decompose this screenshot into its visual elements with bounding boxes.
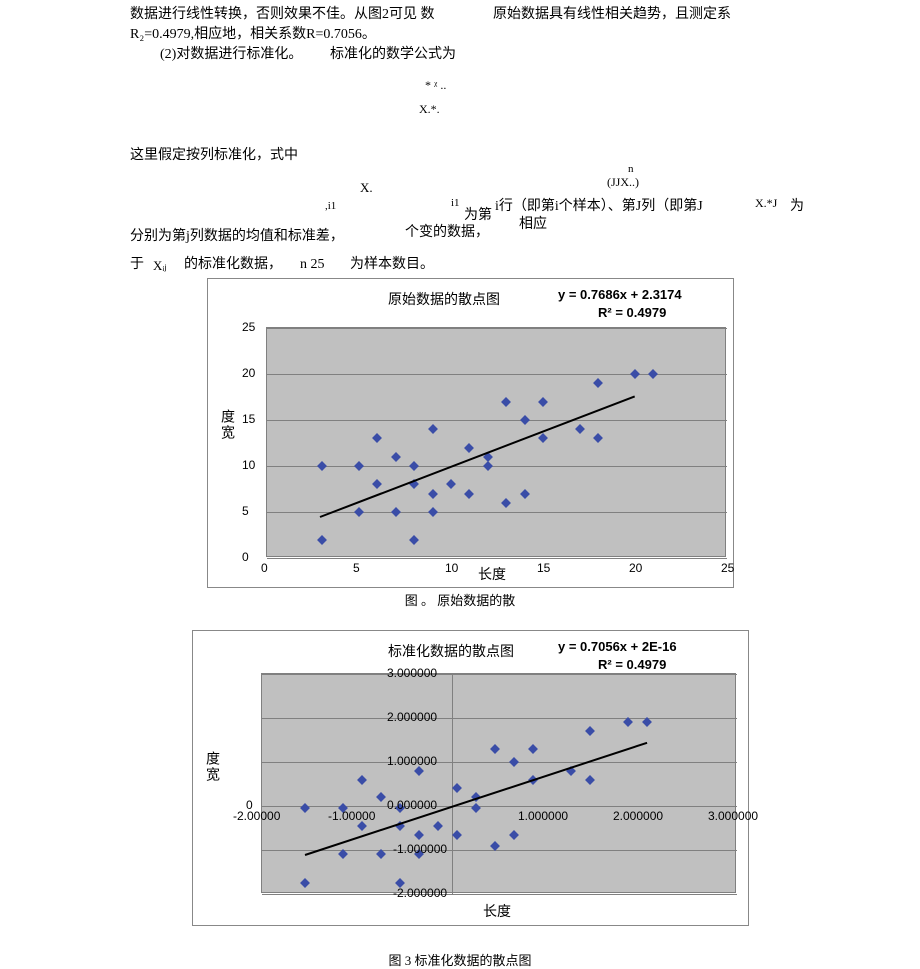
para-line1b: 原始数据具有线性相关趋势，且测定系 <box>493 4 731 25</box>
para-6c: 相应 <box>519 214 547 235</box>
chart2: 标准化数据的散点图 y = 0.7056x + 2E-16 R² = 0.497… <box>192 630 749 926</box>
chart1-eq2: R² = 0.4979 <box>598 305 666 320</box>
chart1: 原始数据的散点图 y = 0.7686x + 2.3174 R² = 0.497… <box>207 278 734 588</box>
sym-jjx: (JJX..) <box>607 173 639 191</box>
chart2-eq2: R² = 0.4979 <box>598 657 666 672</box>
sym-i1a: ,i1 <box>325 198 336 215</box>
para-line3a: (2)对数据进行标准化。 <box>160 44 302 65</box>
chart1-xlabel: 长度 <box>478 564 506 584</box>
caption2: 图 3 标准化数据的散点图 <box>0 950 920 969</box>
chart1-plot <box>266 327 726 557</box>
chart1-eq1: y = 0.7686x + 2.3174 <box>558 287 682 302</box>
sym2: X.*. <box>419 100 440 118</box>
chart1-title: 原始数据的散点图 <box>388 289 500 309</box>
caption1: 图 。 原始数据的散 <box>0 590 920 609</box>
para-7a: 于 <box>130 254 144 275</box>
chart2-title: 标准化数据的散点图 <box>388 641 514 661</box>
sym1: * ᵡ .. <box>425 76 446 94</box>
para-line4: 这里假定按列标准化，式中 <box>130 145 298 166</box>
para-line3b: 标准化的数学公式为 <box>330 44 456 65</box>
chart2-plot <box>261 673 736 893</box>
chart1-ylabel: 度宽 <box>216 409 236 441</box>
para-7e: 为样本数目。 <box>350 254 434 275</box>
sym-X: X. <box>360 178 373 198</box>
para-5d: 为 <box>790 196 804 217</box>
para-5c: X.*J <box>755 194 777 212</box>
para-7c: 的标准化数据， <box>184 254 282 275</box>
para-6b: 个变的数据， <box>405 222 489 243</box>
para-6a: 分别为第j列数据的均值和标准差， <box>130 226 344 247</box>
para-7b: Xᵢⱼ <box>153 256 167 276</box>
chart2-xlabel: 长度 <box>483 901 511 921</box>
para-line2: R₂=0.4979,相应地，相关系数R=0.7056。 <box>130 24 376 45</box>
sym-i1b: i1 <box>451 195 460 212</box>
chart2-ylabel: 度宽 <box>201 751 221 783</box>
chart2-eq1: y = 0.7056x + 2E-16 <box>558 639 677 654</box>
para-line1a: 数据进行线性转换，否则效果不佳。从图2可见 数 <box>130 4 470 25</box>
para-7d: n 25 <box>300 254 325 275</box>
